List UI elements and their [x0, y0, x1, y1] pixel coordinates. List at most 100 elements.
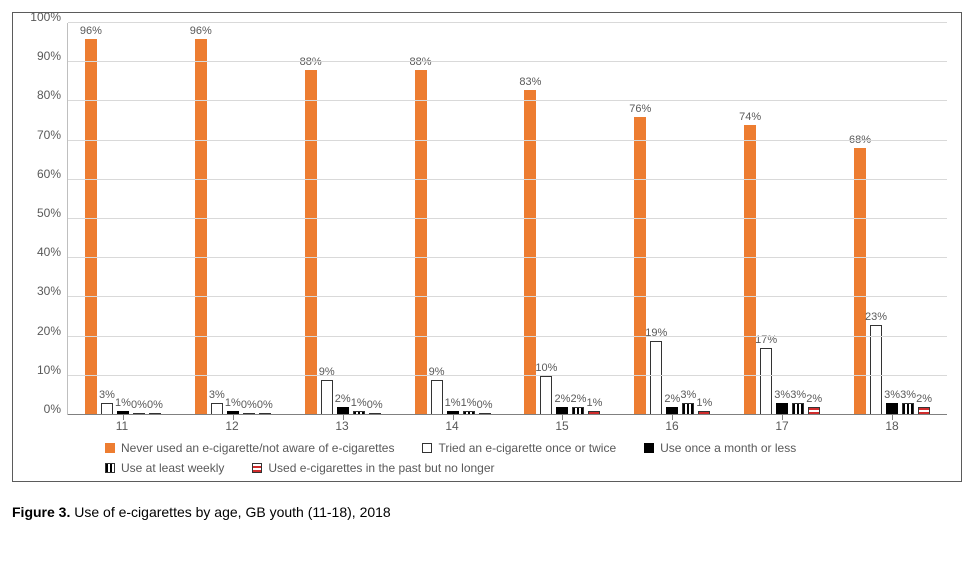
- bar: 9%: [431, 380, 443, 415]
- legend-item: Used e-cigarettes in the past but no lon…: [252, 461, 494, 475]
- bar: 74%: [744, 125, 756, 415]
- bar-label: 1%: [696, 397, 712, 409]
- bar: 88%: [415, 70, 427, 415]
- legend-label: Never used an e-cigarette/not aware of e…: [121, 441, 394, 455]
- y-axis: 0%10%20%30%40%50%60%70%80%90%100%: [25, 23, 67, 415]
- gridline: [68, 179, 947, 180]
- x-tick: [562, 415, 563, 420]
- bar: 10%: [540, 376, 552, 415]
- x-tick: [453, 415, 454, 420]
- legend-swatch: [422, 443, 432, 453]
- bar-label: 74%: [739, 111, 761, 123]
- bar-groups: 96%3%1%0%0%96%3%1%0%0%88%9%2%1%0%88%9%1%…: [68, 23, 947, 415]
- bar-label: 0%: [477, 399, 493, 411]
- legend: Never used an e-cigarette/not aware of e…: [105, 441, 925, 475]
- gridline: [68, 336, 947, 337]
- x-baseline: [68, 414, 947, 415]
- bar-group: 88% 9%2%1%0%: [288, 23, 398, 415]
- bar-tried: [650, 341, 662, 415]
- bar-label: 0%: [131, 399, 147, 411]
- x-tick: [892, 415, 893, 420]
- gridline: [68, 100, 947, 101]
- plot-row: 0%10%20%30%40%50%60%70%80%90%100% 96%3%1…: [25, 23, 949, 415]
- legend-label: Tried an e-cigarette once or twice: [438, 441, 616, 455]
- bar-label: 3%: [680, 389, 696, 401]
- bar-label: 9%: [429, 366, 445, 378]
- bar-label: 3%: [884, 389, 900, 401]
- bar-group: 68%23%3%3%2%: [837, 23, 947, 415]
- gridline: [68, 296, 947, 297]
- bar-never: [634, 117, 646, 415]
- x-tick: [672, 415, 673, 420]
- gridline: [68, 375, 947, 376]
- bar-label: 1%: [586, 397, 602, 409]
- bar-label: 3%: [790, 389, 806, 401]
- figure-caption: Figure 3. Use of e-cigarettes by age, GB…: [12, 504, 962, 520]
- bar-tried: [321, 380, 333, 415]
- x-tick: [782, 415, 783, 420]
- bar-tried: [540, 376, 552, 415]
- caption-text: Use of e-cigarettes by age, GB youth (11…: [70, 504, 390, 520]
- bar-label: 1%: [225, 397, 241, 409]
- bar-group: 74%17%3%3%2%: [727, 23, 837, 415]
- bar-label: 2%: [570, 393, 586, 405]
- bar: 76%: [634, 117, 646, 415]
- legend-label: Use at least weekly: [121, 461, 224, 475]
- bar-label: 19%: [645, 327, 667, 339]
- chart-container: 0%10%20%30%40%50%60%70%80%90%100% 96%3%1…: [12, 12, 962, 482]
- bar-label: 0%: [367, 399, 383, 411]
- legend-item: Use once a month or less: [644, 441, 796, 455]
- bar-label: 2%: [806, 393, 822, 405]
- legend-item: Use at least weekly: [105, 461, 224, 475]
- bar-never: [85, 39, 97, 415]
- gridline: [68, 22, 947, 23]
- bar-label: 1%: [351, 397, 367, 409]
- bar-label: 2%: [554, 393, 570, 405]
- x-tick: [233, 415, 234, 420]
- gridline: [68, 218, 947, 219]
- bar: 17%: [760, 348, 772, 415]
- bar-label: 96%: [190, 25, 212, 37]
- bar-group: 88%9%1%1%0%: [398, 23, 508, 415]
- bar-label: 2%: [335, 393, 351, 405]
- bar-never: [305, 70, 317, 415]
- caption-prefix: Figure 3.: [12, 504, 70, 520]
- x-tick: [123, 415, 124, 420]
- gridline: [68, 61, 947, 62]
- gridline: [68, 257, 947, 258]
- bar-tried: [431, 380, 443, 415]
- legend-label: Used e-cigarettes in the past but no lon…: [268, 461, 494, 475]
- bar: 96%: [195, 39, 207, 415]
- bar-label: 3%: [209, 389, 225, 401]
- legend-swatch: [105, 463, 115, 473]
- bar: 96%: [85, 39, 97, 415]
- bar-label: 0%: [257, 399, 273, 411]
- legend-item: Never used an e-cigarette/not aware of e…: [105, 441, 394, 455]
- bar-group: 96%3%1%0%0%: [178, 23, 288, 415]
- bar-label: 0%: [241, 399, 257, 411]
- bar-group: 96%3%1%0%0%: [68, 23, 178, 415]
- bar-label: 3%: [774, 389, 790, 401]
- bar-label: 2%: [916, 393, 932, 405]
- x-tick: [343, 415, 344, 420]
- legend-swatch: [252, 463, 262, 473]
- bar-tried: [870, 325, 882, 415]
- bar-never: [195, 39, 207, 415]
- gridline: [68, 140, 947, 141]
- bar-label: 23%: [865, 311, 887, 323]
- bar-label: 1%: [445, 397, 461, 409]
- bar-label: 3%: [99, 389, 115, 401]
- bar-label: 1%: [115, 397, 131, 409]
- bar-label: 96%: [80, 25, 102, 37]
- bar-group: 76%19%2%3%1%: [617, 23, 727, 415]
- bar-label: 83%: [519, 76, 541, 88]
- legend-label: Use once a month or less: [660, 441, 796, 455]
- x-axis-labels: 1112131415161718: [67, 415, 947, 433]
- bar-never: [415, 70, 427, 415]
- bar: 88%: [305, 70, 317, 415]
- bar: 23%: [870, 325, 882, 415]
- bar-label: 0%: [147, 399, 163, 411]
- bar-tried: [760, 348, 772, 415]
- bar-label: 76%: [629, 103, 651, 115]
- bar: 9%: [321, 380, 333, 415]
